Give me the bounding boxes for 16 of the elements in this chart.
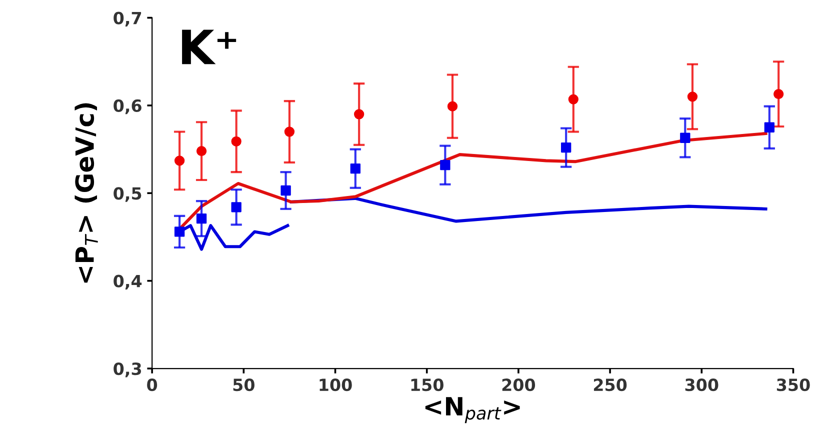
x-tick-label: 100 bbox=[320, 378, 352, 392]
x-tick-label: 250 bbox=[594, 378, 627, 392]
y-axis-title: <P$_{T}$> (GeV/c) bbox=[74, 103, 98, 283]
x-tick-label: 50 bbox=[233, 378, 254, 392]
y-tick-label: 0,5 bbox=[114, 187, 142, 202]
x-tick-label: 300 bbox=[685, 378, 718, 392]
y-tick-label: 0,4 bbox=[114, 274, 142, 290]
x-tick-label: 350 bbox=[776, 378, 810, 392]
y-tick-label: 0,3 bbox=[114, 362, 142, 378]
y-tick-label: 0,7 bbox=[114, 12, 142, 26]
x-tick-label: 200 bbox=[502, 378, 536, 392]
x-axis-title: <N$_{part}$> bbox=[425, 397, 520, 424]
x-tick-label: 150 bbox=[411, 378, 444, 392]
annotation: K⁺ bbox=[182, 30, 236, 64]
x-tick-label: 0 bbox=[147, 378, 158, 392]
y-tick-label: 0,6 bbox=[114, 99, 142, 114]
